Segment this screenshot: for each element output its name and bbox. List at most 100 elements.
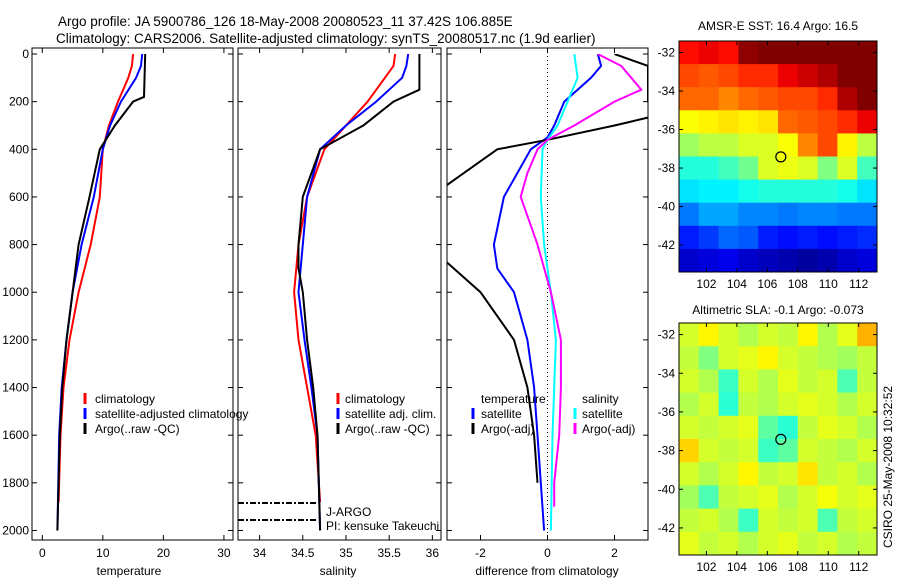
heatmap-cell [718, 133, 739, 157]
heatmap-cell [758, 392, 779, 417]
heatmap-cell [758, 439, 779, 463]
heatmap-cell [679, 323, 700, 347]
heatmap-cell [758, 110, 779, 134]
sla-map-panel: 102 104 106 108 110 112 -32 -34 -36 -38 -40 -42 [658, 322, 878, 574]
heatmap-cell [778, 508, 799, 533]
heatmap-cell [817, 225, 838, 250]
heatmap-cell [698, 225, 720, 250]
heatmap-cell [679, 156, 700, 181]
heatmap-cell [837, 531, 858, 556]
heatmap-cell [738, 156, 759, 181]
heatmap-cell [758, 87, 779, 111]
heatmap-cell [718, 531, 739, 556]
heatmap-cell [758, 248, 779, 273]
heatmap-cell [679, 369, 700, 394]
difference-panel: -2 0 2 [446, 47, 649, 560]
x-tick-label: 110 [819, 277, 838, 291]
heatmap-cell [738, 64, 759, 88]
heatmap-cell [837, 64, 858, 88]
heatmap-cell [718, 392, 739, 417]
heatmap-cell [857, 531, 878, 556]
heatmap-cell [738, 346, 759, 370]
heatmap-cell [758, 156, 779, 181]
pi-label: PI: kensuke Takeuchi [326, 519, 439, 533]
heatmap-cell [857, 225, 878, 250]
figure-title-line1: Argo profile: JA 5900786_126 18-May-2008… [58, 14, 513, 29]
heatmap-cell [718, 87, 739, 111]
heatmap-cell [718, 156, 739, 181]
heatmap-cell [797, 110, 819, 134]
heatmap-cell [857, 248, 878, 273]
heatmap-cell [698, 439, 720, 463]
x-tick-label: 30 [217, 546, 231, 560]
heatmap-cell [817, 133, 838, 157]
series-line-temperature-argo-adj- [447, 54, 648, 483]
heatmap-cell [738, 179, 759, 204]
heatmap-cell [837, 225, 858, 250]
heatmap-cell [837, 462, 858, 486]
heatmap-cell [797, 531, 819, 556]
y-tick-label: 400 [9, 142, 29, 156]
heatmap-cell [758, 202, 779, 227]
heatmap-cell [817, 156, 838, 181]
series-line-argo-raw-qc- [56, 54, 147, 531]
heatmap-cell [857, 133, 878, 157]
x-tick-label: 108 [788, 560, 808, 574]
x-tick-label: 10 [96, 546, 110, 560]
heatmap-cell [778, 110, 799, 134]
legend-label: satellite [582, 407, 623, 421]
y-tick-label: 0 [22, 47, 29, 61]
heatmap-cell [817, 485, 838, 510]
heatmap-cell [738, 202, 759, 227]
y-tick-label: 1200 [2, 333, 29, 347]
heatmap-cell [837, 179, 858, 204]
heatmap-cell [857, 323, 878, 347]
heatmap-cell [778, 156, 799, 181]
x-tick-label: 36 [426, 546, 440, 560]
temperature-panel: 0 10 20 30 0 200 400 600 800 1000 1200 1400 1600 1800… [2, 47, 234, 560]
heatmap-cell [837, 323, 858, 347]
heatmap-cell [698, 133, 720, 157]
heatmap-cell [718, 225, 739, 250]
x-tick-label: 106 [757, 277, 777, 291]
series-line-salinity-satellite [539, 54, 579, 531]
x-tick-label: 108 [788, 277, 808, 291]
heatmap-cell [718, 110, 739, 134]
x-tick-label: 102 [696, 560, 716, 574]
heatmap-cell [698, 392, 720, 417]
heatmap-cell [679, 41, 700, 65]
x-tick-label: 106 [757, 560, 777, 574]
y-tick-label: -40 [658, 200, 676, 214]
heatmap-cell [797, 133, 819, 157]
heatmap-cell [679, 415, 700, 440]
heatmap-cell [698, 462, 720, 486]
heatmap-cell [718, 346, 739, 370]
salinity-xlabel: salinity [320, 564, 357, 578]
heatmap-cell [698, 485, 720, 510]
heatmap-cell [738, 369, 759, 394]
heatmap-cell [698, 531, 720, 556]
heatmap-cell [738, 485, 759, 510]
heatmap-cell [758, 225, 779, 250]
legend-label: climatology [95, 392, 155, 406]
heatmap-cell [837, 41, 858, 65]
heatmap-cell [817, 346, 838, 370]
heatmap-cell [778, 202, 799, 227]
heatmap-cell [718, 508, 739, 533]
y-tick-label: 2000 [2, 523, 29, 537]
heatmap-cell [797, 439, 819, 463]
heatmap-cell [797, 156, 819, 181]
series-line-temperature-satellite [492, 54, 603, 531]
y-tick-label: -42 [658, 521, 676, 535]
heatmap-cell [738, 87, 759, 111]
heatmap-cell [817, 87, 838, 111]
heatmap-cell [817, 248, 838, 273]
y-tick-label: -36 [658, 405, 676, 419]
series-line-satellite-adjusted-climatology [56, 54, 144, 531]
series-group [447, 54, 648, 531]
heatmap-cell [718, 462, 739, 486]
x-tick-label: 102 [696, 277, 716, 291]
heatmap-cell [797, 485, 819, 510]
heatmap-cell [778, 225, 799, 250]
heatmap-cell [778, 323, 799, 347]
